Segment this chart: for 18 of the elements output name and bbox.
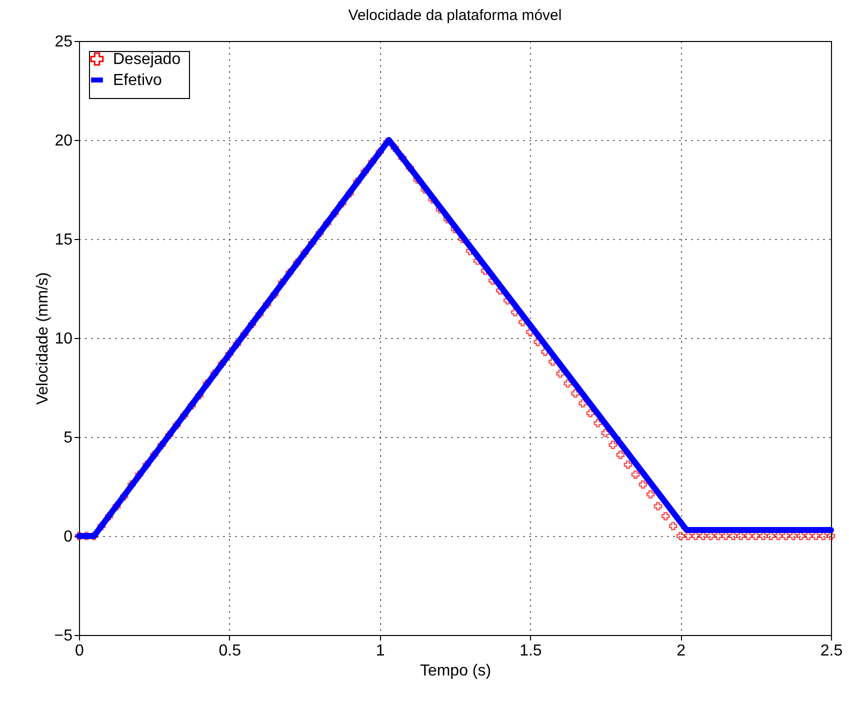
y-tick-label: 20 xyxy=(54,132,73,150)
x-tick-label: 2.5 xyxy=(820,642,843,660)
chart-title: Velocidade da plataforma móvel xyxy=(348,7,562,24)
x-tick-label: 1 xyxy=(376,642,385,660)
y-tick-label: 5 xyxy=(64,430,73,446)
y-tick-label: −5 xyxy=(54,628,73,644)
y-tick-label: 25 xyxy=(54,34,73,50)
x-tick-label: 0.5 xyxy=(218,642,242,660)
x-axis-title: Tempo (s) xyxy=(420,662,492,680)
x-tick-label: 0 xyxy=(75,642,84,660)
y-tick-label: 15 xyxy=(54,232,73,248)
legend-label: Desejado xyxy=(113,51,181,68)
x-tick-label: 2 xyxy=(676,642,686,660)
y-tick-label: 0 xyxy=(64,528,73,546)
y-axis-title: Velocidade (mm/s) xyxy=(34,272,52,405)
y-tick-label: 10 xyxy=(54,330,73,348)
x-tick-label: 1.5 xyxy=(520,642,542,660)
legend-label: Efetivo xyxy=(113,72,162,89)
